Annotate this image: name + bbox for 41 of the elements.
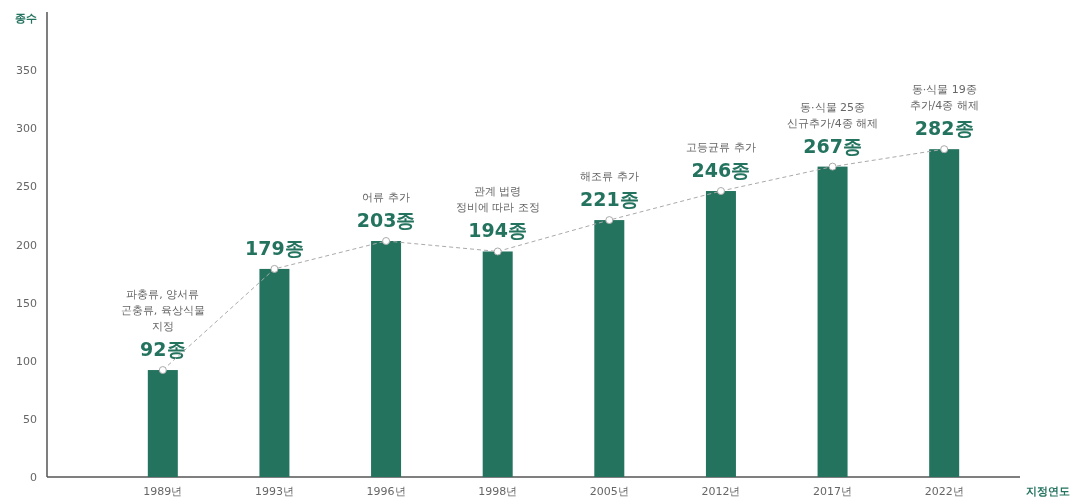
- annotation: 파충류, 양서류 곤충류, 육상식물 지정: [120, 288, 205, 334]
- bar: [705, 191, 736, 477]
- bar: [482, 251, 513, 477]
- x-tick-label: 2022년: [924, 485, 964, 498]
- data-label: 267종: [803, 134, 862, 157]
- data-label: 92종: [140, 338, 186, 361]
- x-tick-label: 1989년: [143, 485, 183, 498]
- data-label: 246종: [691, 159, 751, 182]
- bar: [147, 370, 178, 477]
- annotation: 동·식물 19종 추가/4종 해제: [909, 83, 979, 113]
- bar: [259, 268, 290, 477]
- bar: [594, 220, 625, 477]
- annotation: 어류 추가: [362, 191, 410, 205]
- y-tick-label: 200: [16, 238, 37, 252]
- x-tick-label: 2017년: [813, 485, 853, 498]
- y-axis-title: 종수: [15, 12, 37, 25]
- data-label: 282종: [914, 117, 974, 140]
- x-axis-title: 지정연도: [1025, 485, 1070, 498]
- annotation: 고등균류 추가: [686, 141, 756, 155]
- annotation: 동·식물 25종 신규추가/4종 해제: [786, 100, 879, 130]
- y-tick-label: 100: [16, 354, 37, 368]
- y-tick-label: 300: [16, 122, 37, 136]
- y-tick-label: 250: [16, 180, 37, 194]
- data-label: 221종: [579, 188, 639, 211]
- x-tick-label: 2012년: [701, 485, 741, 498]
- y-tick-label: 50: [23, 412, 37, 426]
- x-tick-label: 1998년: [478, 485, 518, 498]
- annotation: 관계 법령 정비에 따라 조정: [455, 185, 540, 215]
- y-tick-label: 0: [30, 471, 37, 484]
- bar: [929, 149, 960, 477]
- bar: [817, 166, 848, 477]
- x-tick-label: 1996년: [366, 485, 406, 498]
- annotation: 해조류 추가: [580, 170, 639, 184]
- y-tick-label: 150: [16, 296, 37, 310]
- y-tick-label: 350: [16, 64, 37, 78]
- data-label: 203종: [356, 209, 416, 232]
- x-tick-label: 2005년: [589, 485, 629, 498]
- bar: [371, 241, 402, 477]
- x-tick-label: 1993년: [254, 485, 294, 498]
- data-label: 194종: [468, 219, 528, 242]
- data-label: 179종: [245, 236, 304, 259]
